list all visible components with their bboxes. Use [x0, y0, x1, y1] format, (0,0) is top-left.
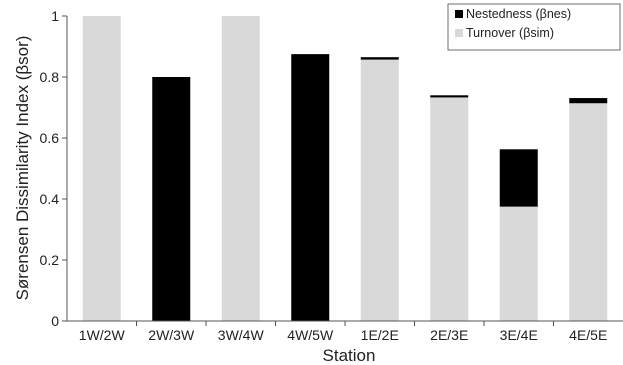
- bar-nestedness-2E-3E: [430, 95, 469, 98]
- bars-layer: [82, 16, 608, 322]
- legend-swatch: [455, 10, 463, 18]
- bar-nestedness-2W-3W: [152, 77, 191, 321]
- y-tick-label: 0.6: [40, 130, 60, 146]
- x-axis-title: Station: [323, 346, 376, 365]
- bar-turnover-4E-5E: [569, 103, 608, 321]
- y-tick-label: 1: [51, 8, 59, 24]
- x-tick-label: 3W/4W: [218, 327, 265, 343]
- bar-turnover-3E-4E: [499, 206, 538, 322]
- x-tick-label: 4W/5W: [287, 327, 334, 343]
- y-tick-label: 0.4: [40, 191, 60, 207]
- legend-label: Turnover (βsim): [466, 26, 554, 40]
- bar-nestedness-3E-4E: [499, 149, 538, 207]
- legend-swatch: [455, 29, 463, 37]
- x-tick-label: 2E/3E: [430, 327, 468, 343]
- bar-turnover-1W-2W: [82, 16, 121, 321]
- axes-layer: 1W/2W 2W/3W 3W/4W 4W/5W 1E/2E 2E/3E 3E/4E 4E/5E…: [40, 8, 623, 343]
- x-tick-label: 3E/4E: [500, 327, 538, 343]
- x-tick-label: 1W/2W: [79, 327, 126, 343]
- bar-turnover-3W-4W: [221, 16, 260, 321]
- bar-nestedness-4E-5E: [569, 98, 608, 104]
- labels-layer: Station Sørensen Dissimilarity Index (βs…: [13, 36, 375, 365]
- bar-turnover-2E-3E: [430, 97, 469, 321]
- legend-label: Nestedness (βnes): [466, 7, 571, 21]
- y-tick-label: 0: [51, 313, 59, 329]
- y-axis-title: Sørensen Dissimilarity Index (βsor): [13, 36, 32, 301]
- y-tick-label: 0.2: [40, 252, 60, 268]
- bar-nestedness-1E-2E: [360, 57, 399, 60]
- bar-nestedness-4W-5W: [291, 54, 330, 322]
- y-tick-label: 0.8: [40, 69, 60, 85]
- x-tick-label: 1E/2E: [361, 327, 399, 343]
- legend-box: [447, 3, 621, 51]
- bar-turnover-1E-2E: [360, 59, 399, 322]
- legend: Nestedness (βnes) Turnover (βsim): [447, 3, 621, 51]
- x-tick-label: 2W/3W: [148, 327, 195, 343]
- x-tick-label: 4E/5E: [569, 327, 607, 343]
